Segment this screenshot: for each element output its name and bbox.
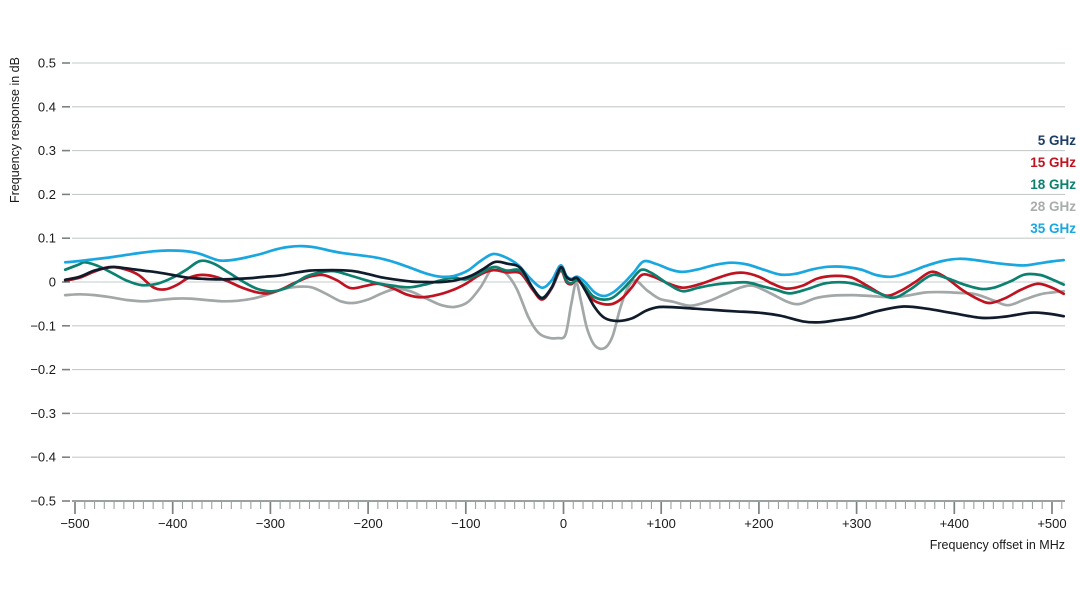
x-axis-title: Frequency offset in MHz xyxy=(930,538,1065,552)
legend-item-18-ghz: 18 GHz xyxy=(1030,177,1076,192)
x-tick-label: −300 xyxy=(256,516,285,531)
y-tick-label: 0.2 xyxy=(38,187,56,202)
y-tick-label: −0.3 xyxy=(30,406,56,421)
y-tick-label: 0 xyxy=(49,275,56,290)
legend-item-5-ghz: 5 GHz xyxy=(1038,133,1077,148)
y-tick-label: 0.4 xyxy=(38,99,56,114)
x-tick-label: −200 xyxy=(353,516,382,531)
x-tick-label: +500 xyxy=(1037,516,1066,531)
x-tick-label: +200 xyxy=(744,516,773,531)
x-tick-label: −500 xyxy=(60,516,89,531)
y-axis-title: Frequency response in dB xyxy=(8,57,22,203)
x-tick-label: −400 xyxy=(158,516,187,531)
x-tick-label: 0 xyxy=(560,516,567,531)
series-line-35-ghz xyxy=(63,244,1066,298)
legend-item-28-ghz: 28 GHz xyxy=(1030,199,1076,214)
series-line-5-ghz xyxy=(63,260,1066,324)
y-tick-label: 0.3 xyxy=(38,143,56,158)
x-tick-label: −100 xyxy=(451,516,480,531)
y-tick-label: −0.5 xyxy=(30,494,56,509)
y-tick-label: −0.1 xyxy=(30,318,56,333)
y-tick-label: 0.5 xyxy=(38,56,56,71)
y-tick-label: −0.2 xyxy=(30,362,56,377)
legend-item-35-ghz: 35 GHz xyxy=(1030,221,1076,236)
y-tick-label: −0.4 xyxy=(30,450,56,465)
legend-item-15-ghz: 15 GHz xyxy=(1030,155,1076,170)
series-line-28-ghz xyxy=(63,265,1066,351)
x-tick-label: +400 xyxy=(940,516,969,531)
x-tick-label: +300 xyxy=(842,516,871,531)
x-tick-label: +100 xyxy=(647,516,676,531)
y-tick-label: 0.1 xyxy=(38,231,56,246)
